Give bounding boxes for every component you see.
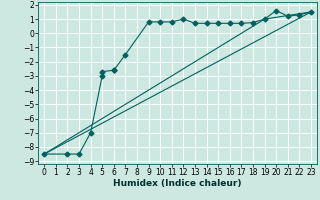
X-axis label: Humidex (Indice chaleur): Humidex (Indice chaleur)	[113, 179, 242, 188]
